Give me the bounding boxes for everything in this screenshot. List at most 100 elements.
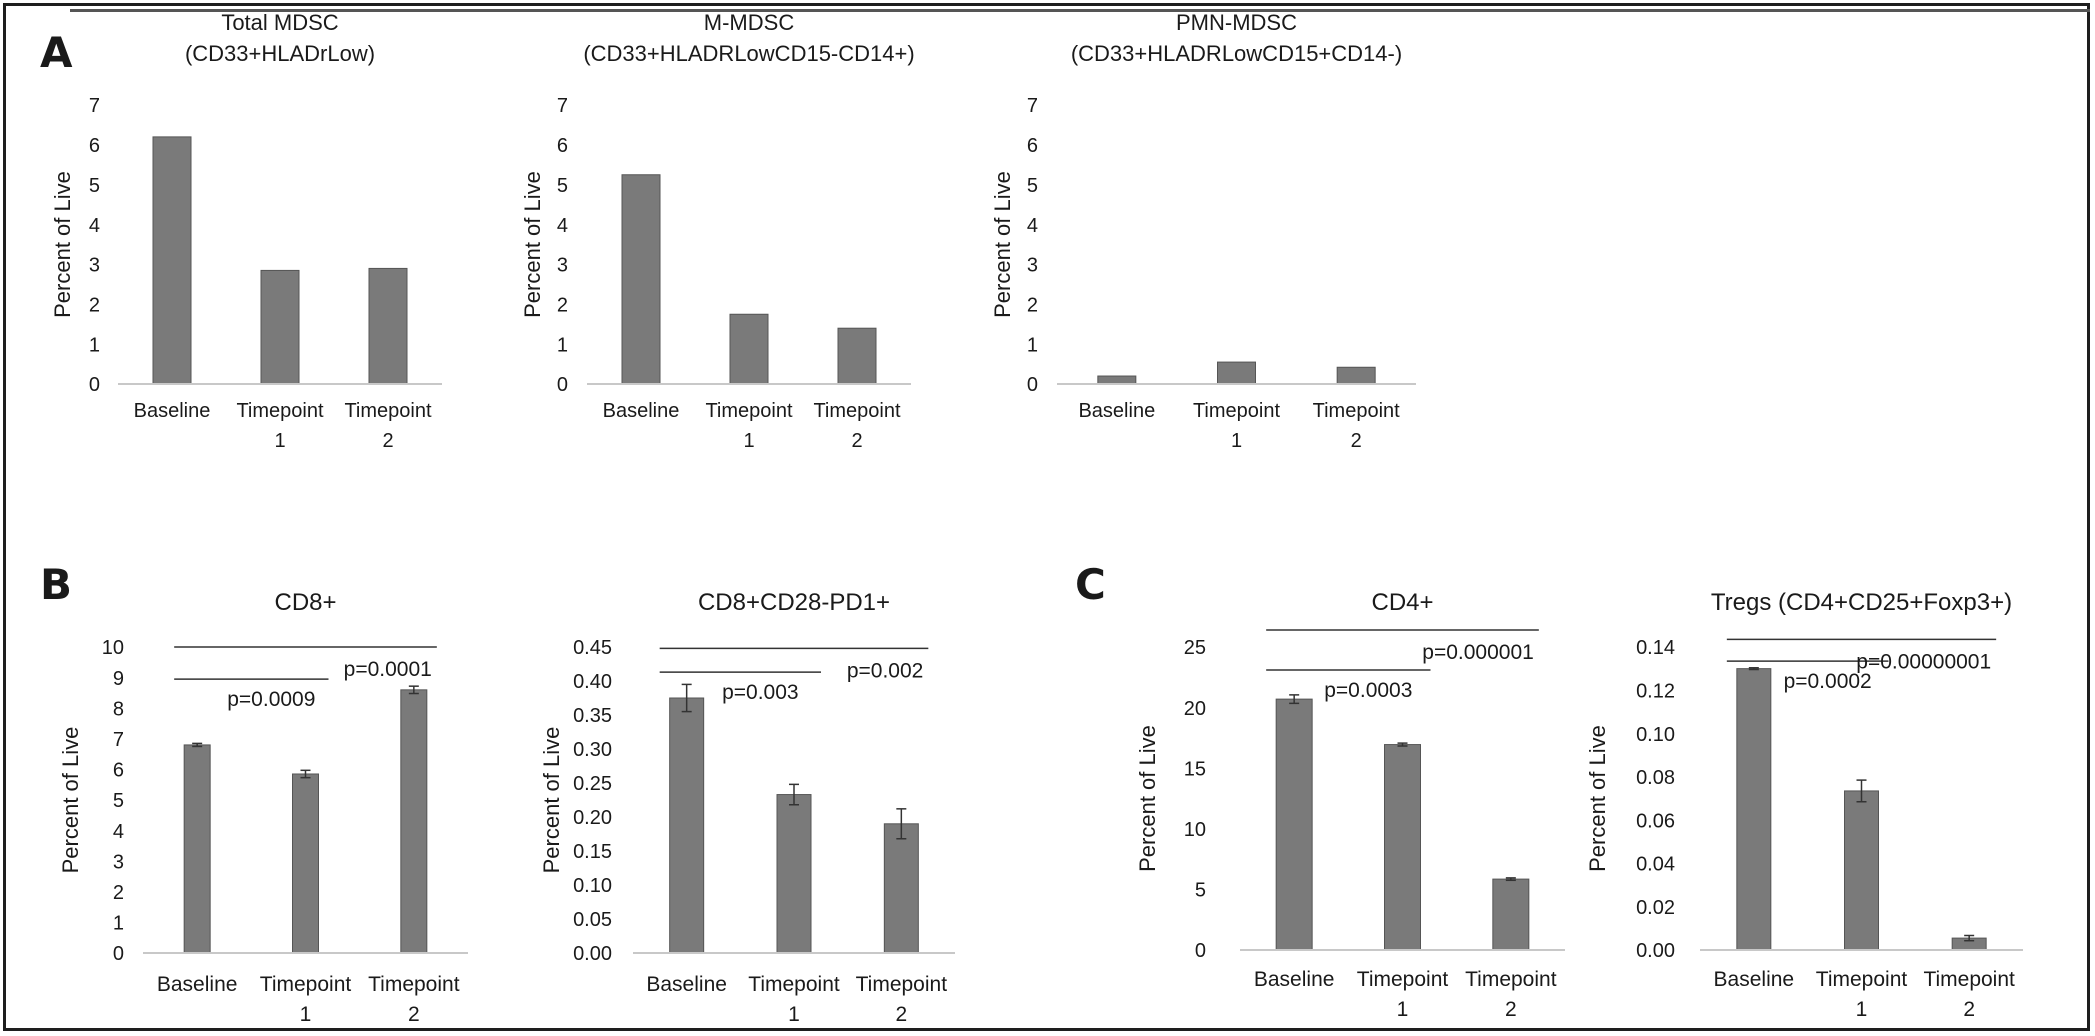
- chart-4-ytick-label: 0.45: [573, 637, 612, 659]
- chart-4-ytick-label: 0.00: [573, 943, 612, 965]
- chart-0-category-label: Timepoint: [344, 400, 432, 422]
- chart-2-ytick-label: 2: [1027, 294, 1038, 316]
- chart-5-p-value: p=0.0003: [1324, 679, 1412, 702]
- chart-1-ytick-label: 1: [557, 334, 568, 356]
- chart-3-ytick-label: 1: [113, 913, 124, 935]
- chart-4-ytick-label: 0.05: [573, 909, 612, 931]
- chart-3-ytick-label: 9: [113, 668, 124, 690]
- panel-label-b: B: [40, 560, 73, 609]
- chart-5-bar: [1384, 744, 1421, 951]
- chart-3-ytick-label: 0: [113, 943, 124, 965]
- chart-6-ytick-label: 0.12: [1636, 680, 1675, 702]
- chart-2-ytick-label: 3: [1027, 255, 1038, 277]
- chart-6-ytick-label: 0.14: [1636, 637, 1675, 659]
- chart-6-category-label: 2: [1963, 998, 1975, 1021]
- chart-1-subtitle: (CD33+HLADRLowCD15-CD14+): [583, 41, 914, 66]
- chart-0-ytick-label: 5: [89, 175, 100, 197]
- chart-1-category-label: Baseline: [603, 400, 680, 422]
- chart-3-category-label: Baseline: [157, 973, 238, 996]
- chart-2-category-label: 1: [1231, 430, 1242, 452]
- chart-1-category-label: 1: [743, 430, 754, 452]
- chart-0-bar: [260, 269, 300, 385]
- chart-0-title: Total MDSC: [221, 10, 338, 35]
- chart-3-p-value: p=0.0001: [344, 658, 432, 681]
- chart-3-ytick-label: 4: [113, 821, 124, 843]
- chart-6-bar: [1736, 668, 1772, 951]
- chart-1-bar: [729, 313, 769, 385]
- chart-6-p-value: p=0.00000001: [1856, 650, 1991, 673]
- chart-1-ytick-label: 3: [557, 255, 568, 277]
- chart-2-ytick-label: 7: [1027, 95, 1038, 117]
- chart-4-category-label: Timepoint: [748, 973, 840, 996]
- chart-5-ytick-label: 0: [1195, 940, 1206, 962]
- panel-label-c: C: [1075, 560, 1106, 609]
- chart-1-ytick-label: 0: [557, 374, 568, 396]
- chart-2-ytick-label: 1: [1027, 334, 1038, 356]
- chart-1-ytick-label: 5: [557, 175, 568, 197]
- chart-4-bar: [669, 697, 705, 954]
- chart-1-category-label: 2: [851, 430, 862, 452]
- chart-3-category-label: 2: [408, 1003, 420, 1026]
- chart-4-ytick-label: 0.10: [573, 875, 612, 897]
- chart-5-category-label: Timepoint: [1465, 968, 1557, 991]
- chart-5-ytick-label: 5: [1195, 880, 1206, 902]
- chart-0-subtitle: (CD33+HLADrLow): [185, 41, 375, 66]
- chart-0-ytick-label: 3: [89, 255, 100, 277]
- chart-4-ytick-label: 0.25: [573, 773, 612, 795]
- chart-6-ytick-label: 0.06: [1636, 810, 1675, 832]
- chart-3-ytick-label: 8: [113, 698, 124, 720]
- chart-2-ytick-label: 0: [1027, 374, 1038, 396]
- chart-5-ytick-label: 15: [1184, 758, 1206, 780]
- chart-4-category-label: 2: [895, 1003, 907, 1026]
- chart-3-ytick-label: 5: [113, 790, 124, 812]
- chart-4-bar: [883, 823, 919, 954]
- chart-2-ytick-label: 6: [1027, 135, 1038, 157]
- chart-0-ytick-label: 6: [89, 135, 100, 157]
- chart-4-bar: [776, 794, 812, 954]
- chart-3-ytick-label: 2: [113, 882, 124, 904]
- chart-3-category-label: 1: [300, 1003, 312, 1026]
- chart-6-ytick-label: 0.08: [1636, 767, 1675, 789]
- chart-5-bar: [1492, 878, 1530, 951]
- chart-4-ytick-label: 0.35: [573, 705, 612, 727]
- chart-5-category-label: Baseline: [1254, 968, 1335, 991]
- chart-2-category-label: Timepoint: [1313, 400, 1401, 422]
- chart-6-bar: [1844, 790, 1879, 951]
- chart-0-ytick-label: 7: [89, 95, 100, 117]
- chart-1-bar: [621, 174, 661, 385]
- chart-3-p-value: p=0.0009: [227, 688, 315, 711]
- chart-5-ytick-label: 25: [1184, 637, 1206, 659]
- chart-3-title: CD8+: [274, 589, 336, 616]
- chart-5-ytick-label: 20: [1184, 698, 1206, 720]
- figure-frame: [3, 3, 2090, 1031]
- chart-5-category-label: 1: [1397, 998, 1409, 1021]
- chart-2-ytick-label: 4: [1027, 215, 1038, 237]
- chart-4-category-label: Baseline: [646, 973, 727, 996]
- chart-0-ytick-label: 4: [89, 215, 100, 237]
- chart-4-title: CD8+CD28-PD1+: [698, 589, 890, 616]
- chart-4-ytick-label: 0.15: [573, 841, 612, 863]
- chart-2-category-label: Baseline: [1078, 400, 1155, 422]
- chart-1-title: M-MDSC: [704, 10, 795, 35]
- chart-5-ylabel: Percent of Live: [1135, 725, 1160, 872]
- chart-6-title: Tregs (CD4+CD25+Foxp3+): [1711, 589, 2012, 616]
- top-divider-line: [70, 9, 2090, 12]
- chart-3-ylabel: Percent of Live: [58, 727, 83, 874]
- chart-3-bar: [292, 773, 319, 954]
- chart-6-category-label: Timepoint: [1816, 968, 1908, 991]
- chart-0-category-label: Timepoint: [236, 400, 324, 422]
- chart-0-category-label: 1: [274, 430, 285, 452]
- chart-0-ytick-label: 1: [89, 334, 100, 356]
- chart-0-category-label: 2: [382, 430, 393, 452]
- chart-4-ytick-label: 0.40: [573, 671, 612, 693]
- chart-1-bar: [837, 327, 877, 385]
- chart-4-category-label: Timepoint: [856, 973, 948, 996]
- chart-0-bar: [152, 136, 192, 385]
- chart-3-ytick-label: 7: [113, 729, 124, 751]
- chart-3-ytick-label: 10: [102, 637, 124, 659]
- chart-6-ytick-label: 0.02: [1636, 897, 1675, 919]
- chart-5-ytick-label: 10: [1184, 819, 1206, 841]
- chart-3-category-label: Timepoint: [260, 973, 352, 996]
- chart-3-bar: [183, 744, 211, 954]
